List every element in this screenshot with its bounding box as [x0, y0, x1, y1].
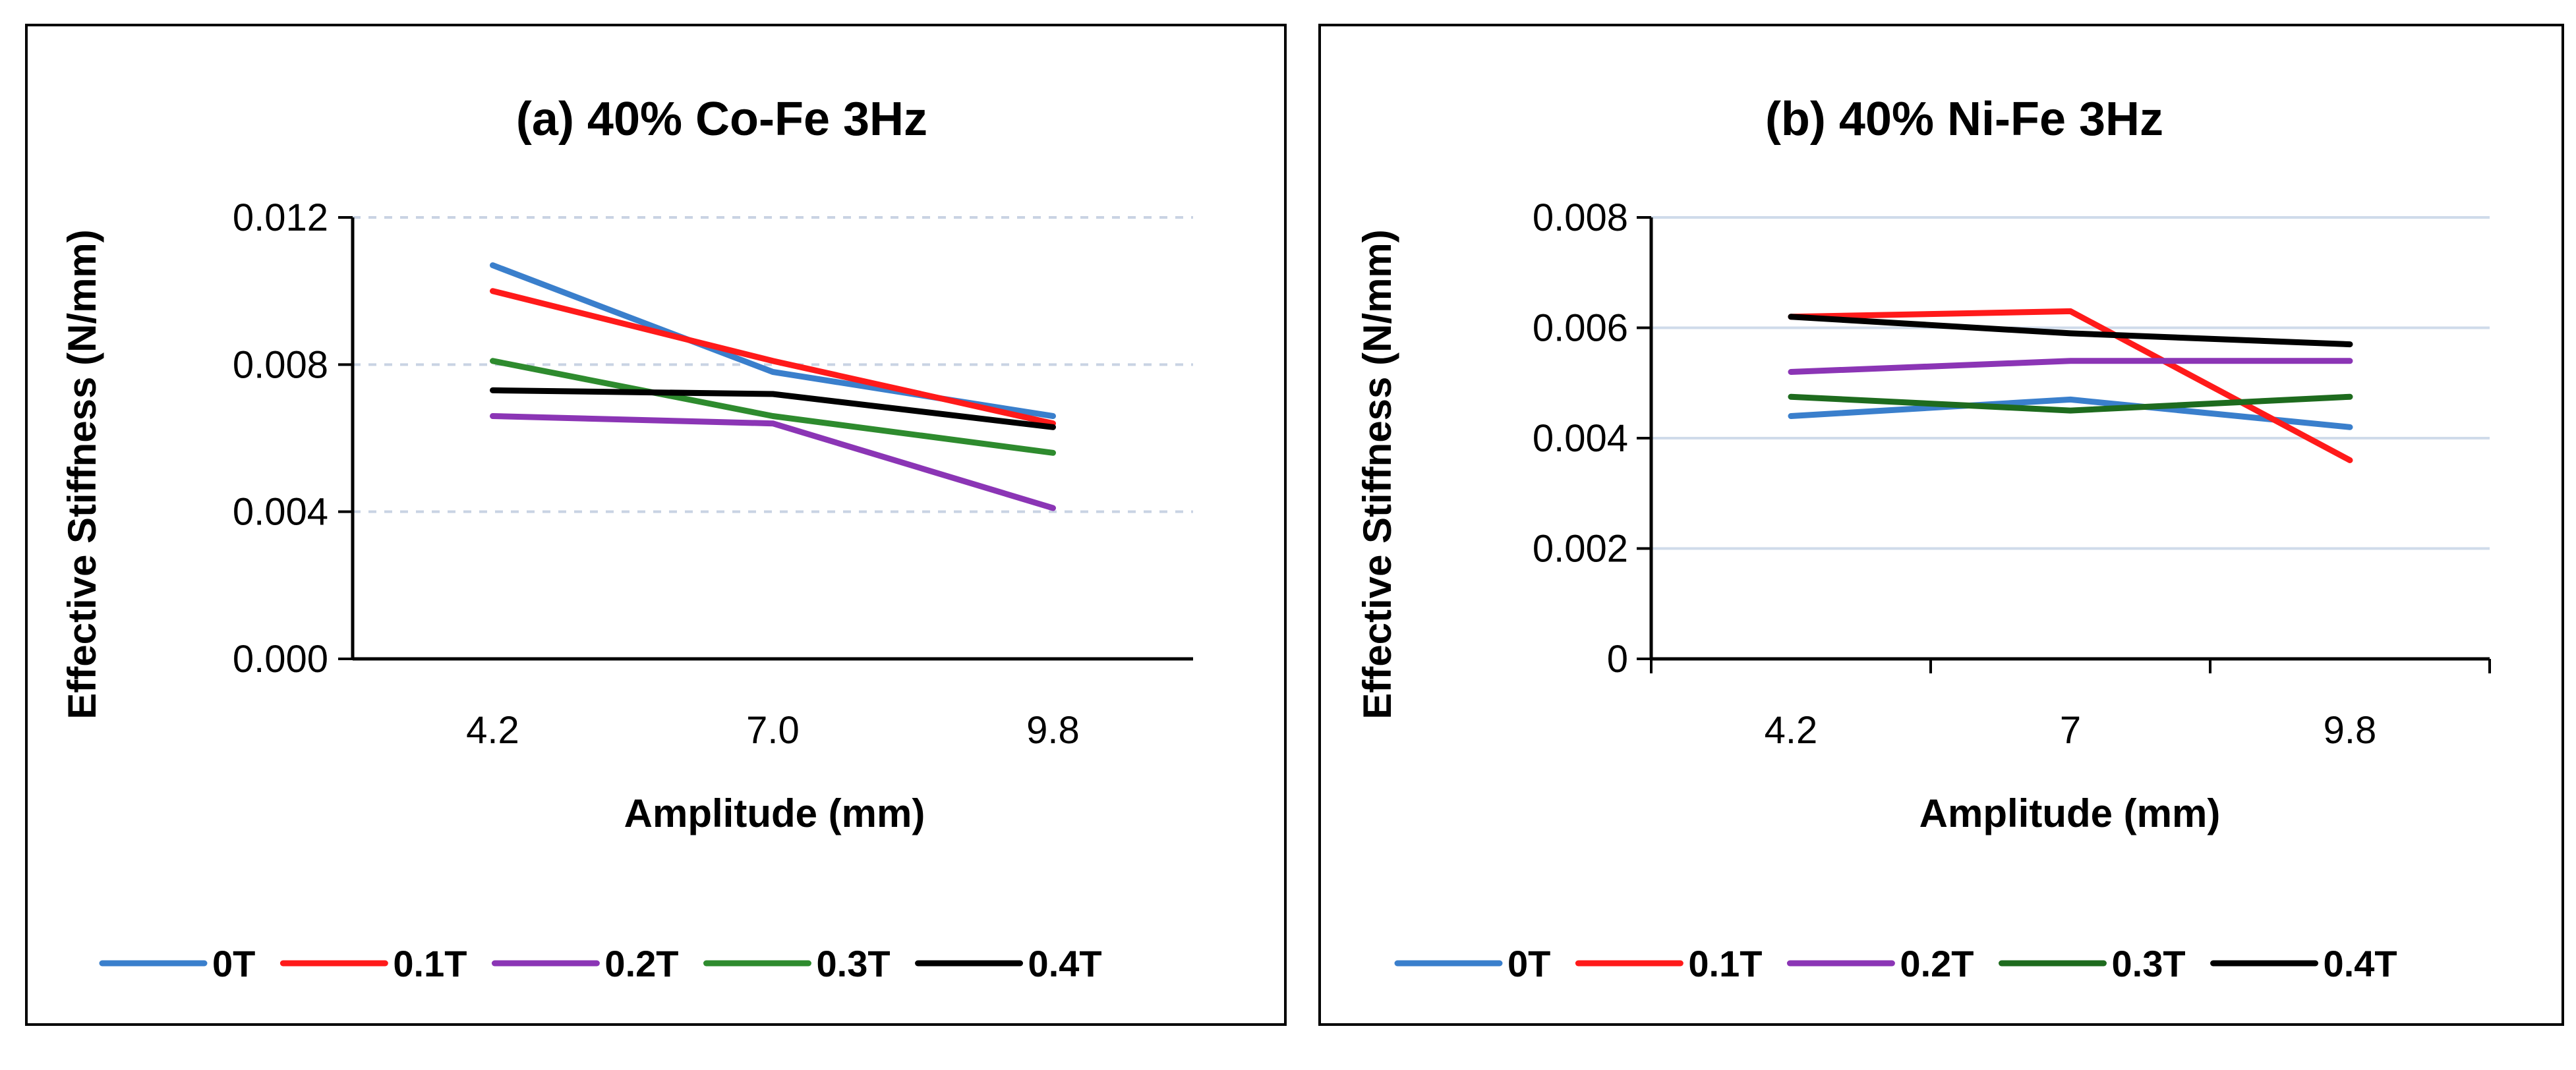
x-tick-label: 9.8 — [1026, 709, 1080, 752]
series-line-0.1T — [1788, 308, 2353, 463]
series-line-0.3T — [1788, 393, 2353, 414]
legend-entry-label: 0.4T — [1028, 943, 1102, 984]
y-tick-label: 0.008 — [1533, 196, 1628, 239]
panel-frame — [1318, 24, 2564, 1026]
series-line-0.2T — [490, 413, 1056, 511]
y-tick-label: 0.000 — [233, 638, 328, 681]
x-axis-label: Amplitude (mm) — [1919, 791, 2221, 835]
series-line-0.4T — [1788, 314, 2353, 348]
x-tick-label: 7.0 — [746, 709, 800, 752]
x-tick-label: 9.8 — [2324, 709, 2377, 752]
x-tick-label: 7 — [2060, 709, 2081, 752]
legend-entry-label: 0.4T — [2324, 943, 2397, 984]
y-tick-label: 0 — [1607, 638, 1628, 681]
legend-entry-label: 0.1T — [393, 943, 467, 984]
y-tick-label: 0.012 — [233, 196, 328, 239]
chart-title: (a) 40% Co-Fe 3Hz — [516, 93, 927, 146]
y-tick-label: 0.004 — [233, 491, 328, 534]
chart-title: (b) 40% Ni-Fe 3Hz — [1765, 93, 2163, 146]
legend-entry-label: 0.3T — [2111, 943, 2185, 984]
legend-entry-label: 0T — [1508, 943, 1550, 984]
series-line-0.1T — [490, 288, 1056, 427]
x-axis-label: Amplitude (mm) — [624, 791, 925, 835]
y-axis-label: Effective Stiffness (N/mm) — [60, 229, 104, 719]
y-tick-label: 0.002 — [1533, 528, 1628, 571]
series-line-0T — [1788, 396, 2353, 430]
x-tick-label: 4.2 — [1765, 709, 1818, 752]
legend-entry-label: 0.1T — [1688, 943, 1762, 984]
series-line-0.4T — [490, 387, 1056, 430]
panel-frame — [25, 24, 1287, 1026]
legend-entry-label: 0.3T — [816, 943, 890, 984]
legend-entry-label: 0.2T — [1900, 943, 1974, 984]
chart-panel-2: (b) 40% Ni-Fe 3Hz 0 0.002 0.004 0.006 0.008 4.… — [1318, 24, 2564, 1026]
series-line-0.3T — [490, 358, 1056, 456]
legend-entry-label: 0T — [212, 943, 255, 984]
y-tick-label: 0.006 — [1533, 307, 1628, 350]
chart-panel-1: (a) 40% Co-Fe 3Hz 0.000 0.004 0.008 0.012 4.2… — [25, 24, 1287, 1026]
y-tick-label: 0.008 — [233, 343, 328, 386]
legend-entry-label: 0.2T — [604, 943, 678, 984]
y-tick-label: 0.004 — [1533, 417, 1628, 460]
series-line-0.2T — [1788, 358, 2353, 375]
y-axis-label: Effective Stiffness (N/mm) — [1355, 229, 1399, 719]
x-tick-label: 4.2 — [466, 709, 519, 752]
